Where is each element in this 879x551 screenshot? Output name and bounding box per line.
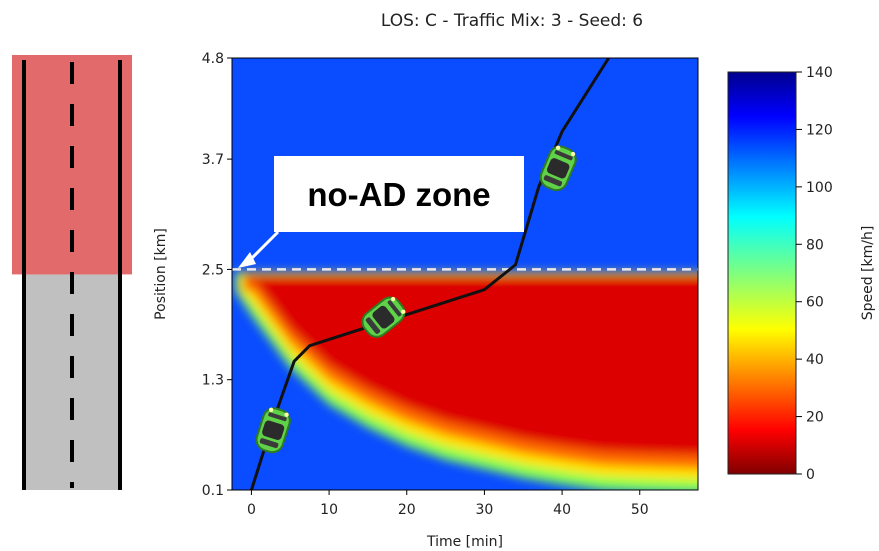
y-tick-label: 3.7: [202, 152, 224, 168]
road-icon: [12, 55, 132, 490]
chart-title: LOS: C - Traffic Mix: 3 - Seed: 6: [381, 11, 643, 31]
y-axis-label: Position [km]: [153, 228, 169, 320]
y-tick-label: 0.1: [202, 483, 224, 499]
x-tick-label: 0: [247, 502, 256, 518]
colorbar: [727, 71, 797, 475]
no-ad-zone-callout: no-AD zone: [238, 156, 524, 268]
colorbar-axis: 0 20 40 60 80 100 120 140: [796, 65, 833, 483]
colorbar-tick-label: 140: [806, 65, 833, 81]
x-tick-label: 10: [320, 502, 338, 518]
colorbar-tick-label: 80: [806, 237, 824, 253]
colorbar-label: Speed [km/h]: [860, 226, 876, 321]
y-tick-label: 1.3: [202, 373, 224, 389]
heatmap: [232, 58, 698, 490]
colorbar-tick-label: 20: [806, 410, 824, 426]
x-tick-label: 40: [553, 502, 571, 518]
colorbar-tick-label: 120: [806, 122, 833, 138]
callout-arrow-line: [246, 230, 280, 264]
callout-arrow-head: [238, 252, 256, 268]
colorbar-tick-label: 100: [806, 180, 833, 196]
colorbar-tick-label: 40: [806, 352, 824, 368]
x-axis-label: Time [min]: [426, 534, 503, 550]
colorbar-tick-label: 60: [806, 295, 824, 311]
y-axis: 0.1 1.3 2.5 3.7 4.8: [202, 51, 232, 499]
callout-label: no-AD zone: [307, 176, 490, 213]
x-tick-label: 30: [476, 502, 494, 518]
x-tick-label: 20: [398, 502, 416, 518]
x-axis: 0 10 20 30 40 50: [247, 490, 649, 518]
heatmap-band-red: [247, 275, 698, 456]
y-tick-label: 4.8: [202, 51, 224, 67]
callout-box: [274, 156, 524, 232]
y-tick-label: 2.5: [202, 262, 224, 278]
colorbar-tick-label: 0: [806, 467, 815, 483]
x-tick-label: 50: [631, 502, 649, 518]
plot-frame: [231, 57, 699, 491]
